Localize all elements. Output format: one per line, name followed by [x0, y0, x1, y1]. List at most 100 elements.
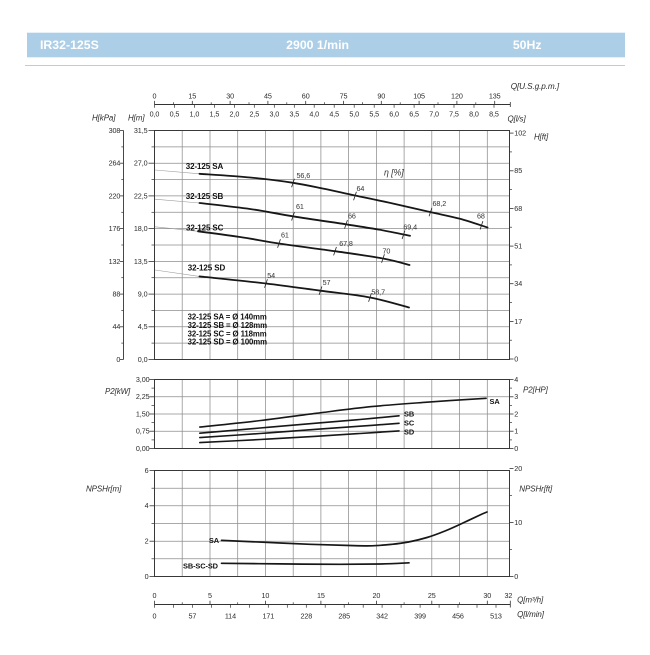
svg-text:67,8: 67,8 — [339, 239, 353, 248]
svg-text:SB-SC-SD: SB-SC-SD — [183, 562, 219, 571]
svg-text:15: 15 — [317, 591, 325, 600]
svg-text:51: 51 — [514, 242, 522, 251]
svg-text:456: 456 — [452, 611, 464, 620]
svg-text:32-125 SA: 32-125 SA — [186, 162, 224, 171]
svg-text:18,0: 18,0 — [134, 224, 148, 233]
svg-text:4: 4 — [145, 501, 149, 510]
svg-text:10: 10 — [514, 518, 522, 527]
svg-text:105: 105 — [413, 91, 425, 100]
svg-text:399: 399 — [414, 611, 426, 620]
svg-text:NPSHr[m]: NPSHr[m] — [86, 484, 122, 493]
svg-text:0: 0 — [153, 611, 157, 620]
svg-text:17: 17 — [514, 317, 522, 326]
svg-text:2,5: 2,5 — [249, 109, 259, 118]
svg-text:70: 70 — [383, 246, 391, 255]
svg-text:32-125 SD: 32-125 SD — [188, 263, 226, 272]
svg-text:0: 0 — [514, 572, 518, 581]
svg-text:H[kPa]: H[kPa] — [92, 113, 116, 122]
svg-text:1,50: 1,50 — [136, 409, 150, 418]
svg-text:0,75: 0,75 — [136, 427, 150, 436]
svg-text:44: 44 — [113, 322, 121, 331]
svg-text:32-125 SC: 32-125 SC — [186, 223, 224, 232]
svg-text:69,4: 69,4 — [403, 223, 417, 232]
svg-text:0: 0 — [514, 354, 518, 363]
svg-text:228: 228 — [300, 611, 312, 620]
svg-text:342: 342 — [376, 611, 388, 620]
svg-text:513: 513 — [490, 611, 502, 620]
svg-text:264: 264 — [109, 159, 121, 168]
svg-text:IR32-125S: IR32-125S — [40, 38, 99, 52]
svg-text:1: 1 — [514, 427, 518, 436]
svg-text:4: 4 — [514, 375, 518, 384]
svg-text:SB: SB — [404, 410, 414, 419]
svg-text:2,25: 2,25 — [136, 392, 150, 401]
svg-text:132: 132 — [109, 257, 121, 266]
svg-text:Q[l/s]: Q[l/s] — [508, 114, 527, 123]
svg-text:8,5: 8,5 — [489, 109, 499, 118]
svg-text:61: 61 — [296, 202, 304, 211]
svg-text:68: 68 — [514, 204, 522, 213]
svg-text:SA: SA — [490, 397, 501, 406]
svg-text:220: 220 — [109, 191, 121, 200]
svg-text:68: 68 — [477, 212, 485, 221]
svg-text:13,5: 13,5 — [134, 257, 148, 266]
svg-text:68,2: 68,2 — [433, 199, 447, 208]
svg-text:32: 32 — [505, 591, 513, 600]
svg-text:20: 20 — [514, 464, 522, 473]
svg-text:4,0: 4,0 — [309, 109, 319, 118]
svg-text:60: 60 — [302, 91, 310, 100]
svg-text:32-125 SB: 32-125 SB — [186, 192, 224, 201]
svg-text:SA: SA — [209, 536, 220, 545]
svg-text:H[m]: H[m] — [128, 113, 145, 122]
svg-text:Q[U.S.g.p.m.]: Q[U.S.g.p.m.] — [511, 82, 560, 91]
svg-text:0,0: 0,0 — [150, 109, 160, 118]
svg-text:6,5: 6,5 — [409, 109, 419, 118]
svg-text:22,5: 22,5 — [134, 191, 148, 200]
svg-text:3: 3 — [514, 392, 518, 401]
svg-text:3,5: 3,5 — [289, 109, 299, 118]
svg-text:6,0: 6,0 — [389, 109, 399, 118]
svg-text:90: 90 — [377, 91, 385, 100]
svg-text:58,7: 58,7 — [371, 287, 385, 296]
svg-text:30: 30 — [483, 591, 491, 600]
svg-text:6: 6 — [145, 466, 149, 475]
svg-text:2: 2 — [514, 409, 518, 418]
svg-text:5,0: 5,0 — [349, 109, 359, 118]
svg-text:54: 54 — [267, 271, 275, 280]
svg-text:56,6: 56,6 — [297, 171, 311, 180]
svg-text:Q[l/min]: Q[l/min] — [517, 610, 545, 619]
svg-text:5: 5 — [208, 591, 212, 600]
svg-text:4,5: 4,5 — [138, 322, 148, 331]
svg-text:P2[kW]: P2[kW] — [105, 387, 131, 396]
svg-text:20: 20 — [373, 591, 381, 600]
svg-text:7,5: 7,5 — [449, 109, 459, 118]
svg-text:0,00: 0,00 — [136, 444, 150, 453]
svg-text:SD: SD — [404, 427, 415, 436]
svg-text:120: 120 — [451, 91, 463, 100]
svg-text:1,5: 1,5 — [210, 109, 220, 118]
svg-text:45: 45 — [264, 91, 272, 100]
svg-text:0: 0 — [153, 591, 157, 600]
svg-text:171: 171 — [262, 611, 274, 620]
svg-text:1,0: 1,0 — [190, 109, 200, 118]
svg-text:32-125 SB = Ø 128mm: 32-125 SB = Ø 128mm — [188, 321, 268, 330]
svg-text:3,00: 3,00 — [136, 375, 150, 384]
svg-text:7,0: 7,0 — [429, 109, 439, 118]
svg-text:32-125 SA = Ø 140mm: 32-125 SA = Ø 140mm — [188, 313, 267, 322]
svg-text:0: 0 — [514, 444, 518, 453]
svg-text:10: 10 — [262, 591, 270, 600]
svg-text:88: 88 — [113, 290, 121, 299]
svg-text:3,0: 3,0 — [269, 109, 279, 118]
svg-text:176: 176 — [109, 224, 121, 233]
svg-text:285: 285 — [338, 611, 350, 620]
svg-text:0,5: 0,5 — [170, 109, 180, 118]
svg-text:31,5: 31,5 — [134, 126, 148, 135]
svg-text:308: 308 — [109, 126, 121, 135]
svg-text:0: 0 — [145, 572, 149, 581]
svg-text:SC: SC — [404, 419, 415, 428]
svg-text:4,5: 4,5 — [329, 109, 339, 118]
svg-text:64: 64 — [357, 184, 365, 193]
svg-text:57: 57 — [323, 278, 331, 287]
svg-text:102: 102 — [514, 129, 526, 138]
svg-text:61: 61 — [281, 231, 289, 240]
